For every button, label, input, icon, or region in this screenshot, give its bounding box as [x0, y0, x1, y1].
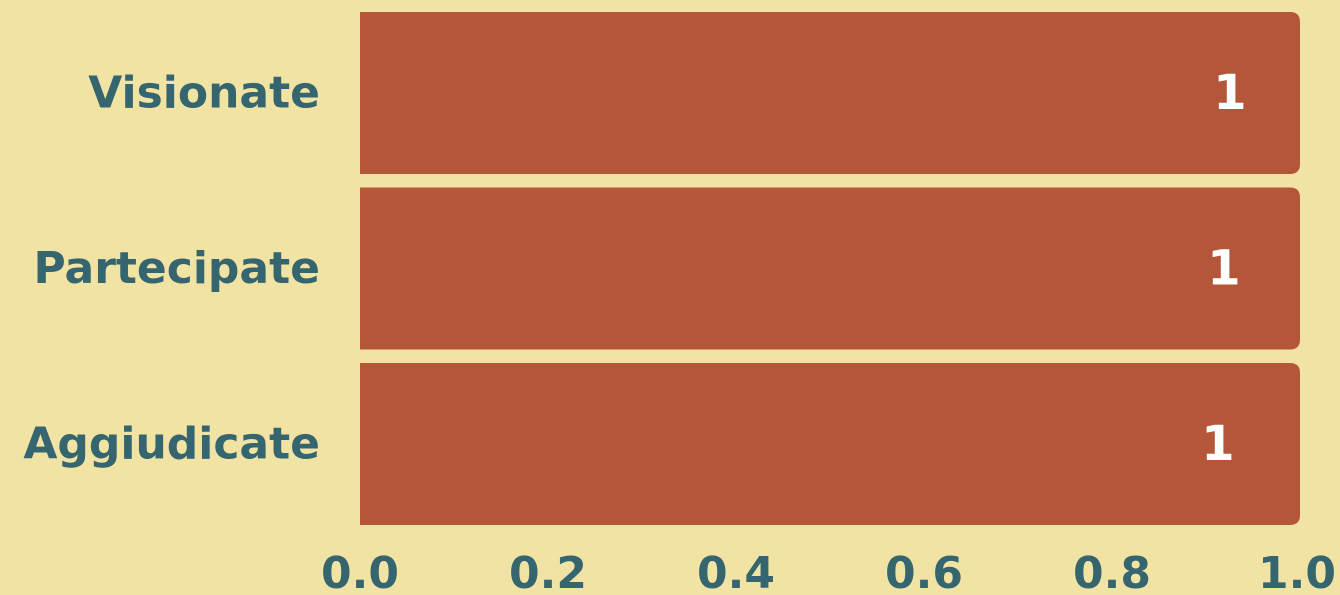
bar-visionate: [360, 12, 1300, 174]
category-label-visionate: Visionate: [88, 68, 320, 119]
category-label-aggiudicate: Aggiudicate: [23, 419, 320, 470]
category-labels: Visionate Partecipate Aggiudicate: [23, 68, 320, 470]
bar-aggiudicate: [360, 363, 1300, 525]
x-tick-label: 0.0: [321, 548, 399, 595]
x-axis-tick-labels: 0.0 0.2 0.4 0.6 0.8 1.0: [321, 548, 1336, 595]
x-tick-label: 0.8: [1073, 548, 1151, 595]
x-tick-label: 0.4: [697, 548, 775, 595]
data-labels: 1 1 1: [1201, 65, 1246, 472]
data-label-aggiudicate: 1: [1201, 416, 1234, 472]
x-tick-label: 0.2: [509, 548, 587, 595]
x-tick-label: 0.6: [885, 548, 963, 595]
data-label-visionate: 1: [1213, 65, 1246, 121]
bar-partecipate: [360, 187, 1300, 350]
x-tick-label: 1.0: [1258, 548, 1336, 595]
category-label-partecipate: Partecipate: [33, 243, 320, 294]
bars-layer: [360, 12, 1300, 525]
data-label-partecipate: 1: [1207, 241, 1240, 297]
